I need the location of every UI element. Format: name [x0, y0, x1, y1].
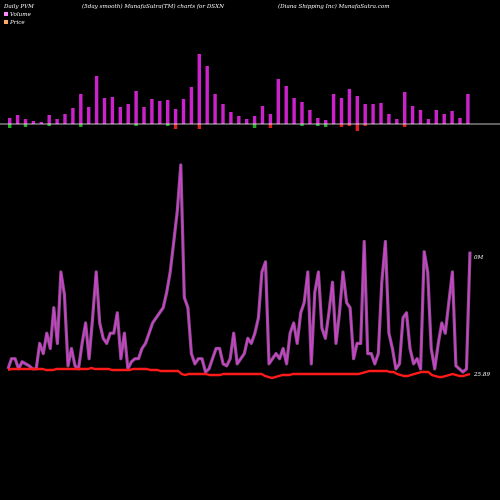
volume-bar [229, 112, 233, 124]
volume-bar [221, 104, 225, 124]
volume-bar [316, 118, 320, 124]
volume-bar [331, 94, 336, 124]
volume-bar [308, 110, 312, 124]
volume-bar [418, 110, 423, 124]
price-line [7, 366, 471, 380]
volume-bar [173, 109, 178, 124]
volume-bar [339, 98, 344, 124]
volume-bars [8, 54, 470, 131]
volume-bar-down [79, 124, 83, 127]
volume-bar [126, 104, 130, 124]
header-center-title: (5day smooth) MunafaSutra(TM) charts for… [82, 3, 225, 10]
volume-bar [252, 116, 257, 124]
volume-bar [71, 108, 75, 124]
volume-bar [300, 102, 304, 124]
volume-bar [166, 100, 170, 124]
volume-bar [292, 98, 296, 124]
volume-bar [213, 94, 217, 124]
volume-bar [79, 94, 83, 124]
volume-bar-down [173, 124, 178, 129]
legend-price-swatch [4, 20, 8, 24]
volume-bar-down [47, 124, 51, 126]
volume-bar [205, 66, 209, 124]
header-right-title: (Diana Shipping Inc) MunafaSutra.com [278, 3, 390, 10]
volume-bar [434, 110, 438, 124]
volume-bar [197, 54, 201, 124]
volume-line [7, 164, 471, 373]
volume-bar [63, 114, 67, 124]
volume-bar-down [363, 124, 367, 126]
volume-bar-down [166, 124, 170, 126]
volume-bar-down [252, 124, 257, 128]
volume-bar-down [403, 124, 407, 127]
volume-bar [245, 119, 249, 124]
volume-bar [94, 76, 99, 124]
volume-bar [387, 114, 391, 124]
volume-bar [410, 106, 415, 124]
volume-bar [39, 122, 43, 124]
volume-bar [31, 121, 36, 124]
volume-bar [150, 99, 154, 124]
volume-bar [23, 119, 28, 124]
volume-bar [324, 120, 328, 124]
volume-bar [395, 119, 399, 124]
volume-bar [110, 97, 115, 124]
volume-bar [426, 119, 431, 124]
volume-bar [268, 114, 273, 124]
volume-bar [158, 101, 162, 124]
volume-bar-down [268, 124, 273, 128]
volume-bar-down [324, 124, 328, 127]
volume-bar [134, 91, 138, 124]
volume-bar [237, 116, 241, 124]
legend-price-label: Price [9, 20, 25, 26]
volume-bar [142, 107, 146, 124]
volume-bar [355, 96, 359, 124]
volume-bar [403, 92, 407, 124]
volume-bar-down [339, 124, 344, 127]
volume-end-label: 0M [474, 255, 484, 261]
volume-bar [442, 114, 446, 124]
volume-bar-down [347, 124, 352, 126]
volume-bar [118, 107, 122, 124]
series-lines [6, 163, 472, 380]
volume-bar-down [197, 124, 201, 129]
volume-bar [260, 106, 265, 124]
volume-bar [87, 107, 91, 124]
legend-volume-swatch [4, 12, 8, 16]
volume-bar [284, 86, 288, 124]
price-end-label: 25.89 [473, 372, 490, 378]
volume-bar-down [300, 124, 304, 126]
volume-bar-down [355, 124, 359, 131]
volume-bar-down [23, 124, 28, 127]
volume-bar [181, 99, 186, 124]
volume-bar [450, 111, 454, 124]
volume-bar [363, 104, 367, 124]
volume-bar [347, 89, 352, 124]
volume-bar [102, 98, 107, 124]
volume-bar [189, 87, 194, 124]
volume-bar [15, 115, 20, 124]
volume-bar [55, 119, 59, 124]
volume-bar [371, 104, 375, 124]
volume-bar [47, 115, 51, 124]
volume-bar-down [134, 124, 138, 126]
volume-bar-down [8, 124, 12, 128]
volume-bar-down [316, 124, 320, 126]
legend-volume-label: Volume [10, 12, 32, 18]
volume-bar [379, 103, 383, 124]
volume-bar [276, 79, 280, 124]
header-left-title: Daily PVM [3, 4, 34, 10]
volume-bar [458, 118, 462, 124]
volume-bar [8, 118, 12, 124]
volume-bar [466, 94, 470, 124]
